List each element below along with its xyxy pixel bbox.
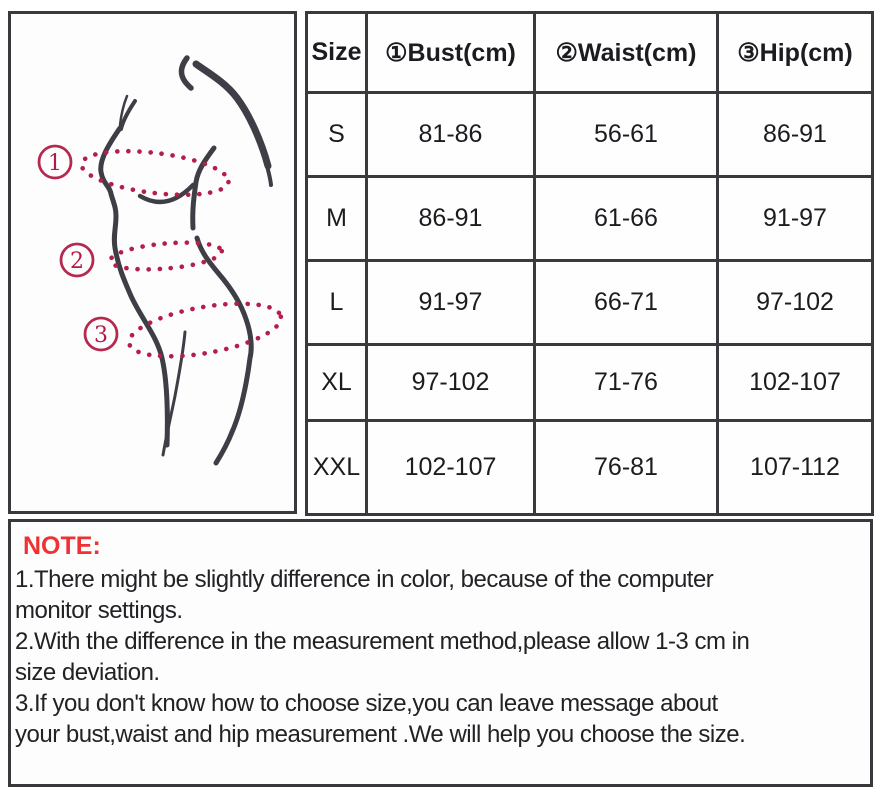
note-line-2: monitor settings. (15, 597, 183, 624)
hip-cell: 102-107 (716, 343, 874, 422)
note-line-4: size deviation. (15, 659, 160, 686)
header-hip: ③Hip(cm) (716, 11, 874, 94)
header-bust: ①Bust(cm) (365, 11, 536, 94)
label-2-number: 2 (70, 249, 84, 274)
table-row-l: L 91-97 66-71 97-102 (305, 259, 874, 346)
waist-cell: 71-76 (533, 343, 719, 422)
note-line-1: 1.There might be slightly difference in … (15, 566, 714, 593)
label-3-hip: 3 (83, 316, 119, 352)
label-3-circle (83, 316, 119, 352)
body-measurement-illustration: 1 2 3 (37, 55, 284, 466)
label-1-number: 1 (48, 151, 62, 176)
size-cell: XL (305, 343, 368, 422)
table-row-m: M 86-91 61-66 91-97 (305, 175, 874, 262)
waist-ellipse (107, 240, 225, 272)
waist-cell: 66-71 (533, 259, 719, 346)
size-table-header-row: Size ①Bust(cm) ②Waist(cm) ③Hip(cm) (305, 11, 874, 94)
size-cell: XXL (305, 419, 368, 516)
hip-cell: 86-91 (716, 91, 874, 178)
size-cell: S (305, 91, 368, 178)
size-cell: M (305, 175, 368, 262)
size-cell: L (305, 259, 368, 346)
hip-ellipse (126, 301, 284, 359)
table-row-xxl: XXL 102-107 76-81 107-112 (305, 419, 874, 516)
note-box: NOTE: 1.There might be slightly differen… (8, 519, 873, 787)
label-2-circle (59, 242, 95, 278)
note-line-3: 2.With the difference in the measurement… (15, 628, 750, 655)
waist-cell: 76-81 (533, 419, 719, 516)
label-1-bust: 1 (37, 144, 73, 180)
measurement-figure-panel: 1 2 3 (8, 11, 297, 514)
size-chart-table: Size ①Bust(cm) ②Waist(cm) ③Hip(cm) S 81-… (305, 11, 874, 516)
note-line-6: your bust,waist and hip measurement .We … (15, 721, 746, 748)
label-2-waist: 2 (59, 242, 95, 278)
bust-cell: 97-102 (365, 343, 536, 422)
note-line-5: 3.If you don't know how to choose size,y… (15, 690, 718, 717)
bust-cell: 81-86 (365, 91, 536, 178)
label-1-circle (37, 144, 73, 180)
hip-cell: 91-97 (716, 175, 874, 262)
bust-cell: 86-91 (365, 175, 536, 262)
bust-cell: 102-107 (365, 419, 536, 516)
header-waist: ②Waist(cm) (533, 11, 719, 94)
table-row-xl: XL 97-102 71-76 102-107 (305, 343, 874, 422)
label-3-number: 3 (94, 323, 108, 348)
hip-cell: 107-112 (716, 419, 874, 516)
hip-cell: 97-102 (716, 259, 874, 346)
note-title: NOTE: (23, 532, 101, 560)
header-size: Size (305, 11, 368, 94)
bust-ellipse (79, 148, 231, 198)
bust-cell: 91-97 (365, 259, 536, 346)
waist-cell: 61-66 (533, 175, 719, 262)
table-row-s: S 81-86 56-61 86-91 (305, 91, 874, 178)
body-outline (98, 55, 273, 466)
waist-cell: 56-61 (533, 91, 719, 178)
